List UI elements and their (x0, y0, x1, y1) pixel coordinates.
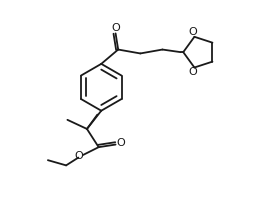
Text: O: O (111, 23, 120, 33)
Text: O: O (74, 151, 83, 161)
Text: O: O (116, 138, 125, 148)
Text: O: O (189, 67, 197, 77)
Text: O: O (189, 27, 197, 37)
